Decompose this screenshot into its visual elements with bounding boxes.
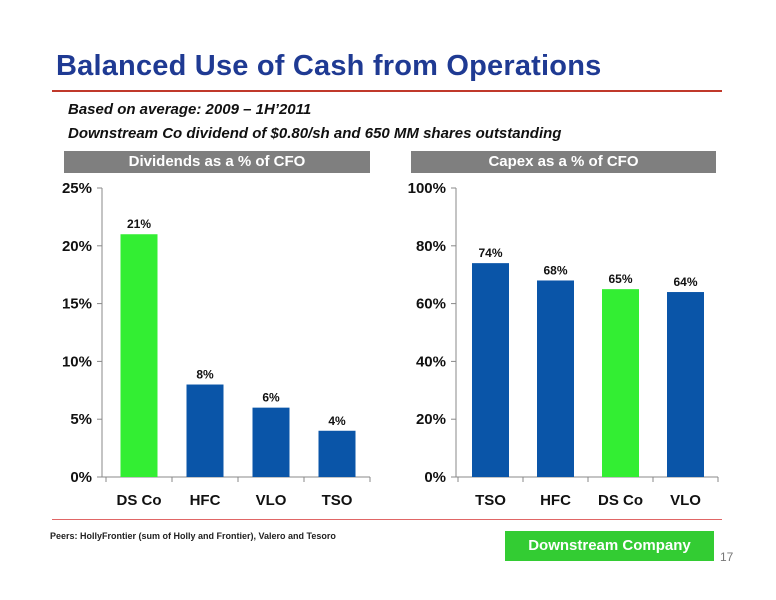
subtitle-assumption: Downstream Co dividend of $0.80/sh and 6… — [68, 125, 562, 142]
x-tick-label: VLO — [256, 492, 287, 509]
bar-hfc — [537, 280, 574, 477]
bar-value-label: 74% — [478, 246, 502, 260]
x-tick-label: DS Co — [598, 492, 643, 509]
subtitle-basis: Based on average: 2009 – 1H’2011 — [68, 101, 312, 118]
footer-divider — [52, 519, 722, 520]
x-tick-label: HFC — [190, 492, 221, 509]
x-tick-label: TSO — [475, 492, 506, 509]
page-number: 17 — [720, 550, 734, 564]
capex-chart-title: Capex as a % of CFO — [411, 151, 716, 173]
y-tick-label: 0% — [424, 469, 446, 486]
y-tick-label: 25% — [62, 180, 92, 197]
y-tick-label: 20% — [416, 411, 446, 428]
dividends-chart: 0% 5% 10% 15% 20% 25% 21% DS Co 8% HFC 6% VLO 4% TSO — [62, 180, 371, 509]
bar-value-label: 4% — [328, 414, 346, 428]
bar-vlo — [667, 292, 704, 477]
y-tick-label: 10% — [62, 353, 92, 370]
capex-chart: 0% 20% 40% 60% 80% 100% 74% TSO 68% HFC 65% DS Co 64… — [408, 180, 719, 509]
downstream-company-badge: Downstream Company — [505, 531, 714, 561]
y-tick-label: 100% — [408, 180, 446, 197]
y-tick-label: 15% — [62, 296, 92, 313]
title-divider — [52, 90, 722, 92]
bar-value-label: 68% — [543, 263, 567, 277]
bar-value-label: 65% — [608, 272, 632, 286]
peers-footnote: Peers: HollyFrontier (sum of Holly and F… — [50, 531, 336, 541]
bar-ds-co — [120, 234, 158, 477]
bar-tso — [472, 263, 509, 477]
y-tick-label: 5% — [70, 411, 92, 428]
dividends-chart-title: Dividends as a % of CFO — [64, 151, 370, 173]
bar-hfc — [186, 384, 224, 477]
bar-value-label: 8% — [196, 368, 214, 382]
x-tick-label: HFC — [540, 492, 571, 509]
y-tick-label: 40% — [416, 353, 446, 370]
y-tick-label: 0% — [70, 469, 92, 486]
x-tick-label: DS Co — [117, 492, 162, 509]
bar-value-label: 64% — [673, 275, 697, 289]
bar-value-label: 21% — [127, 217, 151, 231]
y-tick-label: 80% — [416, 238, 446, 255]
page-title: Balanced Use of Cash from Operations — [56, 50, 602, 82]
x-tick-label: TSO — [322, 492, 353, 509]
bar-vlo — [252, 407, 290, 477]
x-tick-label: VLO — [670, 492, 701, 509]
bar-value-label: 6% — [262, 391, 280, 405]
bar-ds-co — [602, 289, 639, 477]
bar-tso — [318, 430, 356, 477]
y-tick-label: 20% — [62, 238, 92, 255]
y-tick-label: 60% — [416, 296, 446, 313]
